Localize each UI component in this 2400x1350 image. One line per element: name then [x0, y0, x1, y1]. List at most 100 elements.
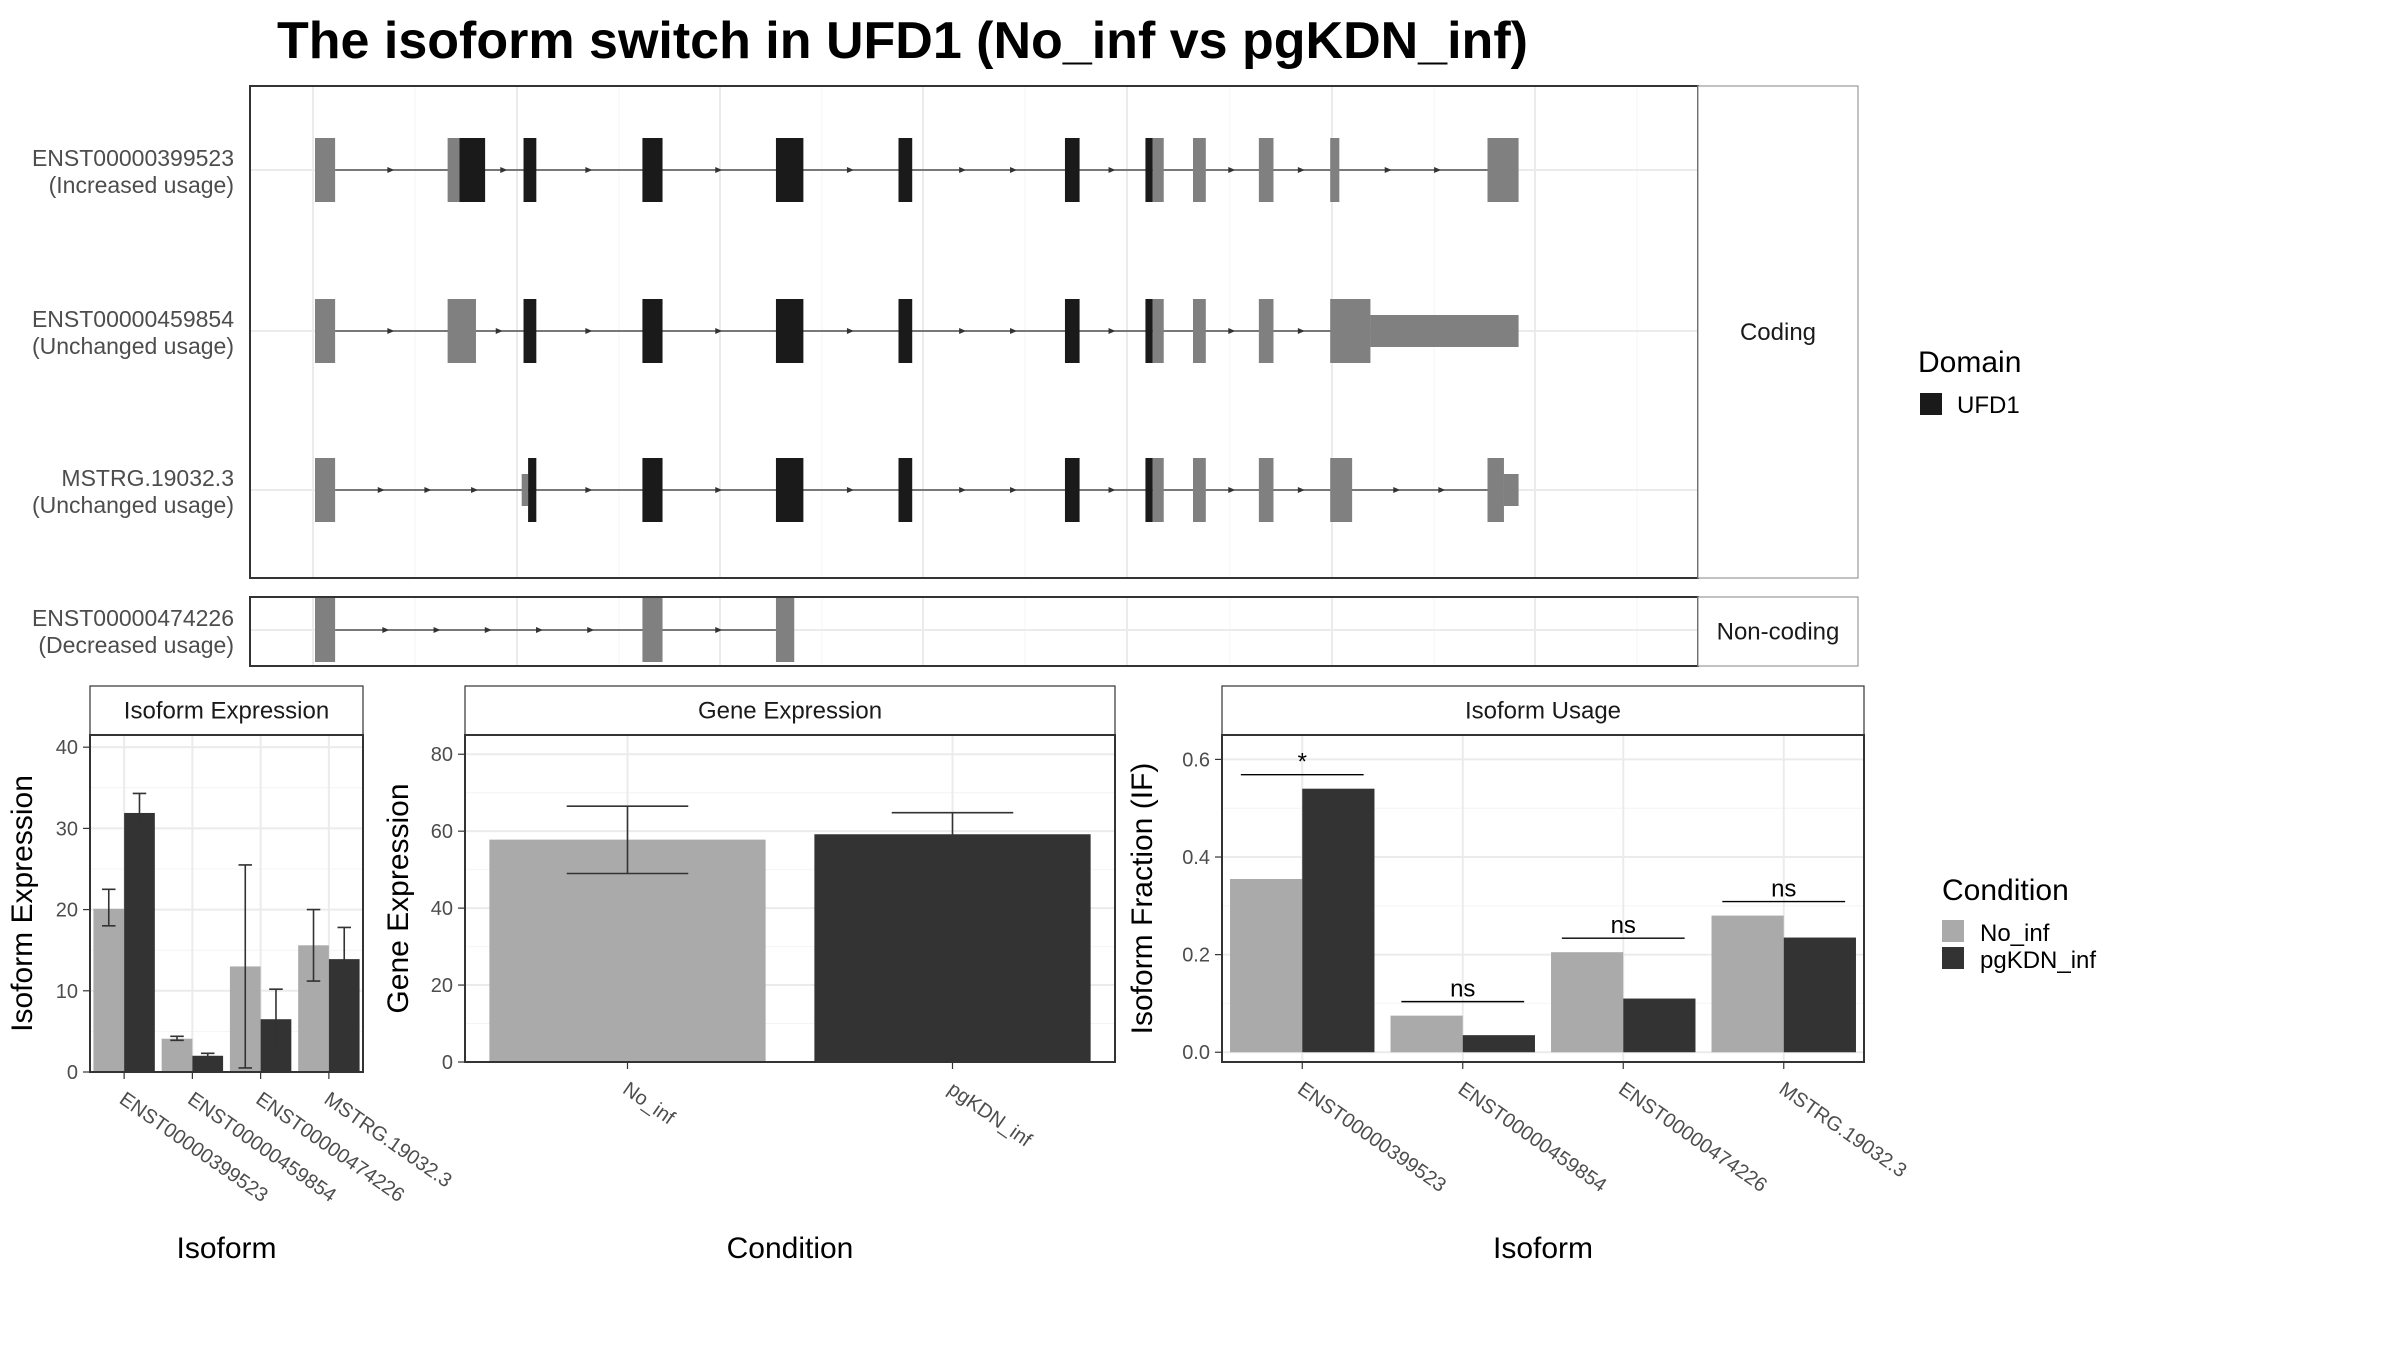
domain-exon	[775, 299, 804, 363]
intron-arrow	[1010, 167, 1018, 173]
bar-pgKDN_inf	[1302, 788, 1375, 1053]
y-tick-label: 40	[56, 737, 78, 759]
significance-label: ns	[1450, 976, 1475, 1003]
intron-arrow	[1010, 328, 1018, 334]
intron-arrow	[1108, 167, 1116, 173]
bar-No_inf	[1230, 878, 1303, 1053]
x-tick-label: MSTRG.19032.3	[1775, 1078, 1911, 1182]
structure-facet-strip	[1697, 596, 1859, 667]
domain-exon	[898, 138, 913, 202]
utr-exon	[1487, 458, 1504, 522]
isoform-usage-label: (Increased usage)	[49, 172, 234, 198]
legend-label: UFD1	[1957, 392, 2020, 419]
utr-exon	[1330, 458, 1353, 522]
significance-label: *	[1298, 749, 1307, 776]
panel-strip	[464, 685, 1116, 736]
legend-label: pgKDN_inf	[1980, 947, 2096, 974]
intron-arrow	[959, 167, 967, 173]
y-tick-label: 0.0	[1182, 1042, 1210, 1064]
y-tick-label: 0	[67, 1062, 78, 1084]
facet-label: Coding	[1740, 319, 1816, 346]
x-tick-label: No_inf	[619, 1078, 679, 1129]
x-tick-label: pgKDN_inf	[944, 1078, 1036, 1152]
legend-title: Domain	[1918, 346, 2021, 379]
intron-arrow	[715, 167, 723, 173]
intron-arrow	[1297, 328, 1305, 334]
structure-panel-bg	[250, 597, 1698, 666]
domain-exon	[523, 138, 537, 202]
y-tick-label: 80	[431, 744, 453, 766]
utr-exon	[315, 458, 336, 522]
domain-exon	[642, 138, 663, 202]
y-tick-label: 20	[431, 975, 453, 997]
isoform-usage-label: (Unchanged usage)	[32, 492, 234, 518]
y-tick-label: 30	[56, 818, 78, 840]
bar-No_inf	[161, 1038, 193, 1072]
intron-arrow	[387, 167, 395, 173]
y-tick-label: 0.6	[1182, 749, 1210, 771]
utr-exon	[315, 299, 336, 363]
y-tick-label: 10	[56, 981, 78, 1003]
utr-exon	[1152, 458, 1164, 522]
error-bar	[337, 926, 351, 992]
error-bar	[102, 888, 116, 927]
intron-arrow	[1010, 487, 1018, 493]
utr-exon	[1193, 299, 1206, 363]
utr-exon	[1193, 458, 1206, 522]
domain-exon	[1064, 458, 1080, 522]
panel-strip-label: Isoform Expression	[124, 698, 329, 725]
utr-exon	[447, 138, 460, 202]
legend-key-ufd1	[1920, 393, 1942, 415]
utr-exon	[1258, 138, 1274, 202]
intron-arrow	[377, 487, 385, 493]
bar-No_inf	[1711, 915, 1784, 1053]
panel-border	[464, 734, 1116, 1063]
domain-exon	[523, 299, 537, 363]
isoform-id-label: ENST00000474226	[32, 605, 234, 631]
domain-exon	[642, 458, 663, 522]
domain-exon	[1145, 299, 1153, 363]
utr-exon	[521, 474, 529, 506]
domain-exon	[898, 299, 913, 363]
intron-arrow	[846, 167, 854, 173]
x-axis-title: Condition	[727, 1232, 854, 1265]
intron-arrow	[1228, 328, 1236, 334]
legend-key-pgKDN_inf	[1942, 947, 1964, 969]
intron-arrow	[535, 627, 543, 633]
intron-arrow	[1393, 487, 1401, 493]
utr-exon	[1370, 315, 1519, 347]
y-tick-label: 60	[431, 821, 453, 843]
intron-arrow	[1297, 167, 1305, 173]
panel-strip	[89, 685, 364, 736]
utr-exon	[315, 598, 336, 662]
error-bar	[200, 1052, 215, 1059]
intron-arrow	[715, 627, 723, 633]
error-bar	[566, 805, 689, 875]
y-tick-label: 0.2	[1182, 945, 1210, 967]
utr-exon	[1487, 138, 1519, 202]
y-axis-title: Isoform Fraction (IF)	[1126, 763, 1159, 1035]
intron-arrow	[1108, 328, 1116, 334]
bar-pgKDN_inf	[1462, 1035, 1535, 1053]
intron-arrow	[585, 167, 593, 173]
isoform-usage-label: (Unchanged usage)	[32, 333, 234, 359]
intron-arrow	[471, 487, 479, 493]
y-axis-title: Gene Expression	[382, 783, 415, 1013]
panel-strip-label: Isoform Usage	[1465, 698, 1621, 725]
intron-arrow	[382, 627, 390, 633]
intron-arrow	[1438, 487, 1446, 493]
error-bar	[306, 908, 321, 982]
bar-pgKDN_inf	[192, 1055, 224, 1072]
utr-exon	[1503, 474, 1519, 506]
intron-arrow	[1228, 487, 1236, 493]
utr-exon	[315, 138, 336, 202]
bar-pgKDN_inf	[1783, 937, 1856, 1053]
intron-arrow	[585, 487, 593, 493]
isoform-id-label: ENST00000459854	[32, 306, 234, 332]
bar-No_inf	[489, 839, 766, 1062]
isoform-id-label: ENST00000399523	[32, 145, 234, 171]
panel-strip	[1221, 685, 1865, 736]
intron-arrow	[587, 627, 595, 633]
error-bar	[891, 811, 1014, 856]
